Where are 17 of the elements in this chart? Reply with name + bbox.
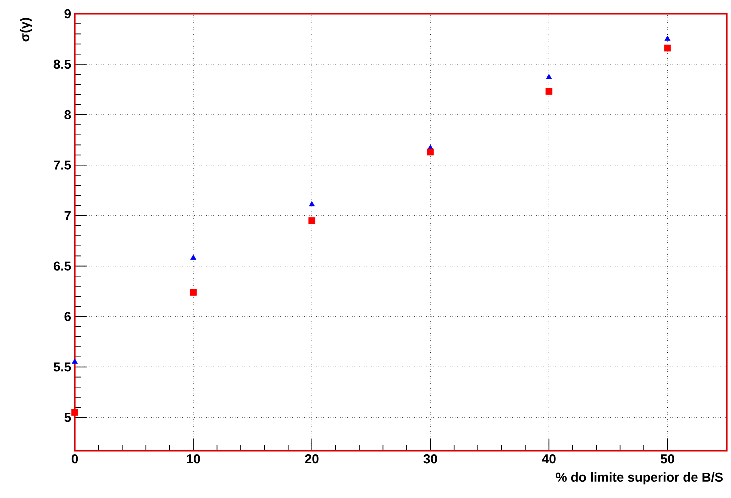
y-axis-title: σ(γ) [20, 18, 32, 42]
y-tick-label: 9 [64, 9, 72, 19]
x-tick-label: 40 [542, 454, 556, 464]
y-tick-label: 8 [64, 110, 72, 120]
x-tick-label: 20 [305, 454, 319, 464]
x-tick-label: 0 [72, 454, 78, 464]
y-tick-label: 7.5 [54, 160, 72, 170]
y-tick-label: 6.5 [54, 262, 72, 271]
y-tick-label: 5.5 [54, 362, 72, 372]
x-tick-label: 10 [187, 454, 200, 464]
y-tick-label: 7 [64, 211, 71, 220]
x-tick-label: 30 [424, 454, 438, 464]
y-tick-label: 5 [64, 413, 72, 422]
x-tick-label: 50 [660, 454, 674, 464]
y-tick-label: 8.5 [54, 60, 72, 70]
y-tick-label: 6 [64, 312, 72, 322]
x-axis-title: % do limite superior de B/S [556, 472, 723, 485]
